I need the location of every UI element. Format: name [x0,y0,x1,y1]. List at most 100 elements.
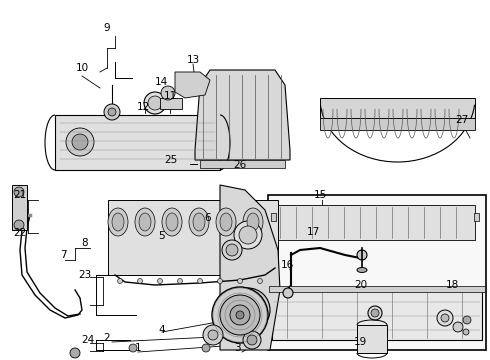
Text: 6: 6 [205,213,211,223]
Circle shape [463,329,469,335]
Bar [12,185,27,230]
Bar [272,290,482,340]
Bar [474,213,479,221]
Bar [271,213,276,221]
Circle shape [463,316,471,324]
Text: 3: 3 [234,343,240,353]
Circle shape [238,279,243,284]
Circle shape [157,279,163,284]
Ellipse shape [139,213,151,231]
Circle shape [129,344,137,352]
Circle shape [234,296,262,324]
Circle shape [138,279,143,284]
Bar [269,286,485,292]
Circle shape [208,330,218,340]
Ellipse shape [243,208,263,236]
Circle shape [148,96,162,110]
Ellipse shape [162,208,182,236]
Circle shape [239,226,257,244]
Bar [268,195,486,350]
Circle shape [14,220,24,230]
Ellipse shape [216,208,236,236]
Text: 26: 26 [233,160,246,170]
Circle shape [66,128,94,156]
Text: 8: 8 [82,238,88,248]
Text: 16: 16 [280,260,294,270]
Circle shape [202,344,210,352]
Circle shape [144,92,166,114]
Text: 12: 12 [136,102,149,112]
Text: 1: 1 [135,343,141,353]
Ellipse shape [189,208,209,236]
Text: 13: 13 [186,55,199,65]
Text: 21: 21 [13,190,26,200]
Bar [160,98,182,109]
Polygon shape [195,70,290,160]
Circle shape [218,279,222,284]
Ellipse shape [108,208,128,236]
Text: 15: 15 [314,190,327,200]
Bar [55,115,220,170]
Ellipse shape [220,213,232,231]
Ellipse shape [193,213,205,231]
Circle shape [357,250,367,260]
Circle shape [243,331,261,349]
Circle shape [197,279,202,284]
Circle shape [222,240,242,260]
Text: 22: 22 [13,228,26,238]
Circle shape [236,311,244,319]
Bar [357,325,387,353]
Text: 20: 20 [354,280,368,290]
Text: 4: 4 [159,325,165,335]
Circle shape [104,104,120,120]
Ellipse shape [112,213,124,231]
Text: 19: 19 [353,337,367,347]
Text: 14: 14 [154,77,168,87]
Circle shape [203,325,223,345]
Circle shape [177,279,182,284]
Circle shape [72,134,88,150]
Circle shape [226,288,270,332]
Text: 9: 9 [104,23,110,33]
Circle shape [368,306,382,320]
Circle shape [226,244,238,256]
Text: 27: 27 [455,115,468,125]
Text: 10: 10 [75,63,89,73]
Text: 5: 5 [158,231,164,241]
Ellipse shape [166,213,178,231]
Circle shape [247,335,257,345]
Text: 23: 23 [78,270,92,280]
Circle shape [234,221,262,249]
Circle shape [108,108,116,116]
Text: 7: 7 [60,250,66,260]
Text: 18: 18 [445,280,459,290]
Circle shape [220,295,260,335]
Circle shape [212,287,268,343]
Circle shape [118,279,122,284]
Circle shape [14,187,24,197]
Ellipse shape [135,208,155,236]
Circle shape [230,305,250,325]
Circle shape [161,86,175,100]
Bar [320,98,475,118]
Circle shape [70,348,80,358]
Text: 11: 11 [163,91,176,101]
Bar [200,160,285,168]
Text: 2: 2 [104,333,110,343]
Text: 24: 24 [81,335,95,345]
Circle shape [258,279,263,284]
Bar [275,205,475,240]
Circle shape [371,309,379,317]
Text: 25: 25 [164,155,178,165]
Circle shape [453,322,463,332]
Polygon shape [175,72,210,98]
Circle shape [441,314,449,322]
Ellipse shape [357,267,367,273]
Polygon shape [220,185,280,350]
Bar [108,200,278,275]
Circle shape [283,288,293,298]
Ellipse shape [247,213,259,231]
Circle shape [437,310,453,326]
Text: 17: 17 [306,227,319,237]
Bar [320,118,475,130]
